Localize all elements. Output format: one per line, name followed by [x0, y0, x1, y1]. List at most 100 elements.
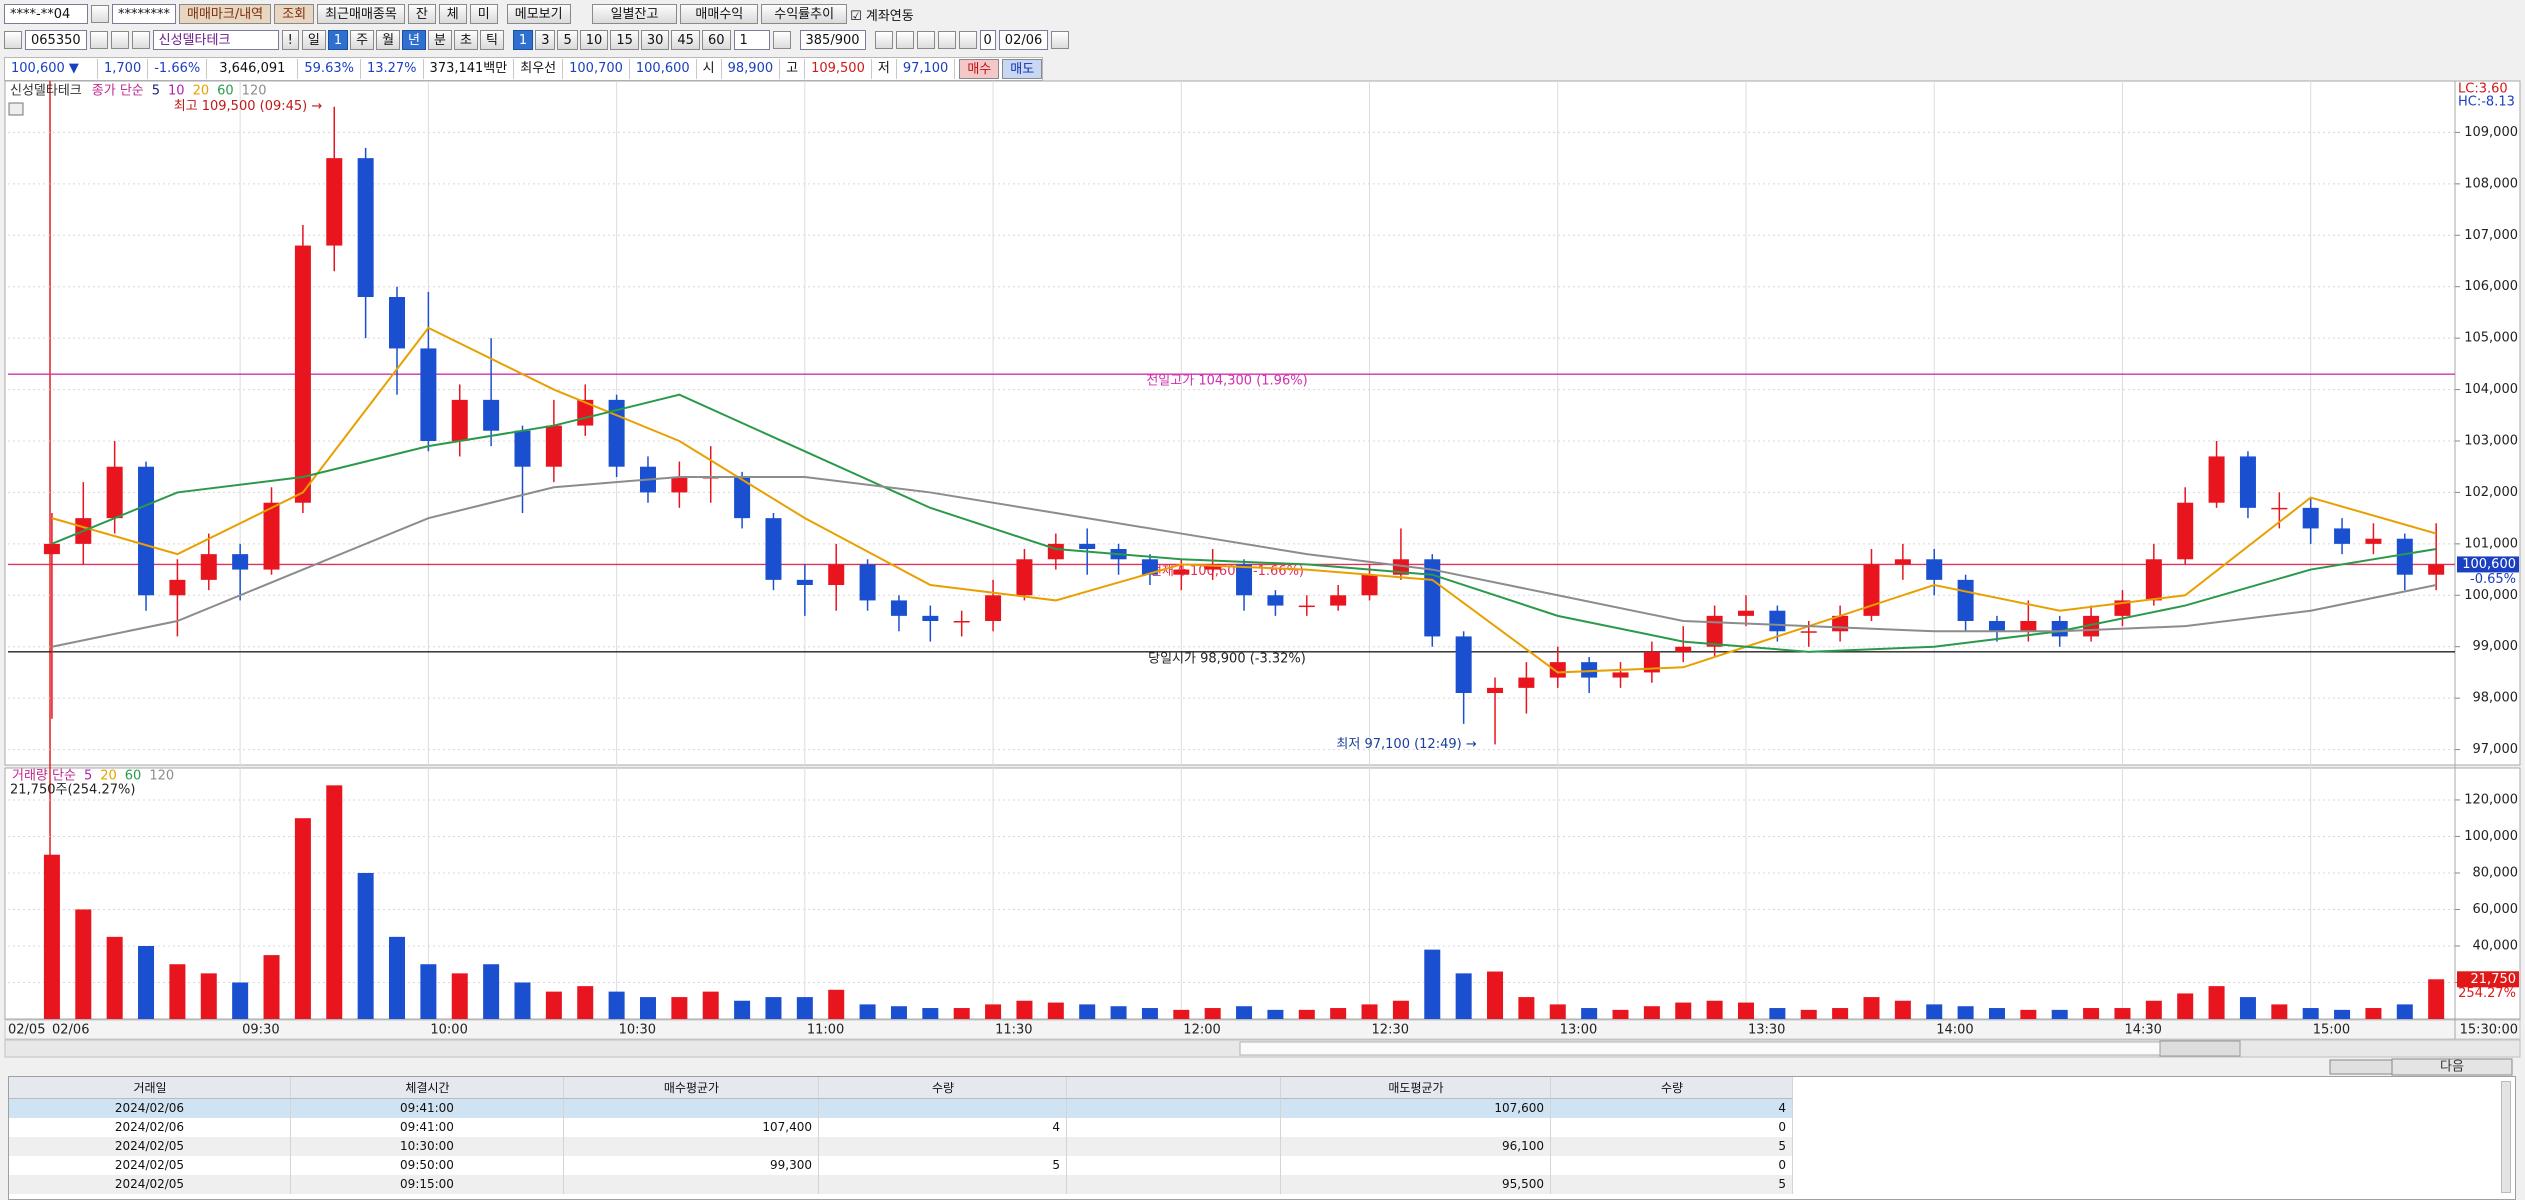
- account-dropdown[interactable]: [91, 5, 109, 23]
- volume-bar: [1487, 971, 1504, 1019]
- interval-button[interactable]: 10: [579, 30, 609, 50]
- volume-bar: [43, 854, 60, 1019]
- search-button[interactable]: 조회: [274, 4, 315, 24]
- period-button[interactable]: 1: [327, 30, 349, 50]
- account-input[interactable]: ****-**04: [4, 4, 88, 24]
- moving-average: [51, 326, 2437, 674]
- interval-button[interactable]: 45: [671, 30, 700, 50]
- next-button[interactable]: 다음: [2440, 1060, 2464, 1075]
- table-cell: [564, 1137, 819, 1156]
- period-button[interactable]: 초: [453, 30, 478, 50]
- unfilled-button[interactable]: 미: [469, 4, 498, 24]
- candle-body: [138, 466, 155, 596]
- y-tick-label: 80,000: [2473, 865, 2519, 880]
- panel-icon[interactable]: [8, 102, 24, 116]
- interval-button[interactable]: 1: [512, 30, 534, 50]
- table-row[interactable]: [9, 1118, 1793, 1137]
- scroll-controls[interactable]: [2159, 1040, 2241, 1057]
- period-button[interactable]: 분: [428, 30, 452, 50]
- candle-body: [1267, 595, 1284, 606]
- period-button[interactable]: 월: [376, 30, 401, 50]
- candle-body: [294, 245, 311, 503]
- candle-body: [1330, 595, 1347, 606]
- symbol-name: 신성델타테크: [152, 30, 279, 50]
- memo-button[interactable]: 메모보기: [506, 4, 571, 24]
- volume-bar: [1330, 1008, 1347, 1019]
- table-row[interactable]: [9, 1137, 1793, 1156]
- price: 100,600 ▼: [5, 59, 98, 79]
- date-input[interactable]: 02/06: [998, 30, 1049, 50]
- volume-bar: [2239, 997, 2256, 1019]
- trade-mark-button[interactable]: 매매마크/내역: [179, 4, 272, 24]
- low: 97,100: [897, 59, 956, 79]
- volume-bar: [1455, 973, 1472, 1019]
- menu-icon[interactable]: [4, 31, 22, 49]
- interval-button[interactable]: 60: [701, 30, 731, 50]
- sell-button[interactable]: 매도: [1002, 59, 1043, 79]
- search-icon[interactable]: [89, 31, 108, 49]
- table-row[interactable]: [9, 1099, 1793, 1118]
- tool-icon[interactable]: [916, 31, 935, 49]
- code-input[interactable]: 065350: [25, 30, 87, 50]
- tool-icon[interactable]: [937, 31, 956, 49]
- interval-button[interactable]: 30: [640, 30, 670, 50]
- high-label: 고: [780, 59, 806, 79]
- dropdown-icon[interactable]: [131, 31, 150, 49]
- table-cell: [1067, 1137, 1281, 1156]
- sound-icon[interactable]: [110, 31, 129, 49]
- y-tick-label: 102,000: [2464, 485, 2518, 500]
- volume-bar: [1236, 1006, 1253, 1019]
- tool-icon[interactable]: [958, 31, 977, 49]
- prev-button[interactable]: [2329, 1059, 2397, 1075]
- alert-button[interactable]: !: [281, 30, 299, 50]
- candle-body: [1487, 687, 1504, 693]
- header-cell: [1067, 1077, 1281, 1099]
- period-button[interactable]: 년: [402, 30, 427, 50]
- period-button[interactable]: 일: [301, 30, 326, 50]
- table-row[interactable]: [9, 1156, 1793, 1175]
- ratio: 59.63%: [298, 59, 361, 79]
- table-scrollbar[interactable]: [2501, 1081, 2511, 1193]
- account-link-checkbox[interactable]: ☑ 계좌연동: [850, 8, 914, 24]
- interval-input[interactable]: 1: [733, 30, 770, 50]
- volume-bar: [263, 955, 280, 1019]
- password-input[interactable]: ********: [112, 4, 176, 24]
- profit-button[interactable]: 매매수익: [680, 4, 759, 24]
- daily-balance-button[interactable]: 일별잔고: [591, 4, 678, 24]
- tool-icon[interactable]: [895, 31, 914, 49]
- candle-body: [765, 518, 782, 580]
- best-bid: 100,600: [630, 59, 697, 79]
- volume-bar: [2020, 1009, 2037, 1019]
- change: 1,700: [98, 59, 149, 79]
- candle-body: [1016, 559, 1033, 596]
- volume-bar: [2145, 1000, 2162, 1019]
- period-button[interactable]: 주: [350, 30, 375, 50]
- quote-bar: 100,600 ▼ 1,700 -1.66% 3,646,091 59.63% …: [4, 57, 1044, 81]
- offset-input[interactable]: 0: [979, 30, 996, 50]
- calendar-icon[interactable]: [1051, 31, 1070, 49]
- candle-body: [1079, 543, 1096, 549]
- recent-button[interactable]: 최근매매종목: [317, 4, 405, 24]
- candle-body: [200, 554, 217, 580]
- profit-trend-button[interactable]: 수익률추이: [761, 4, 848, 24]
- volume-bar: [1298, 1009, 1315, 1019]
- interval-button[interactable]: 3: [535, 30, 556, 50]
- volume-bar: [639, 997, 656, 1019]
- volume-bar: [953, 1008, 970, 1019]
- candle-body: [953, 621, 970, 623]
- interval-button[interactable]: 5: [557, 30, 578, 50]
- interval-button[interactable]: 15: [610, 30, 639, 50]
- filled-button[interactable]: 체: [438, 4, 467, 24]
- buy-button[interactable]: 매수: [959, 59, 1000, 79]
- scroll-thumb[interactable]: [1239, 1041, 2161, 1056]
- balance-button[interactable]: 잔: [407, 4, 436, 24]
- volume-bar: [1016, 1000, 1033, 1019]
- tool-icon[interactable]: [874, 31, 893, 49]
- period-button[interactable]: 틱: [479, 30, 504, 50]
- account-link-label: 계좌연동: [865, 8, 914, 24]
- interval-dropdown[interactable]: [772, 31, 791, 49]
- candle-body: [1800, 631, 1817, 633]
- table-row[interactable]: [9, 1175, 1793, 1194]
- table-cell: 0: [1551, 1156, 1793, 1175]
- candle-body: [1988, 621, 2005, 632]
